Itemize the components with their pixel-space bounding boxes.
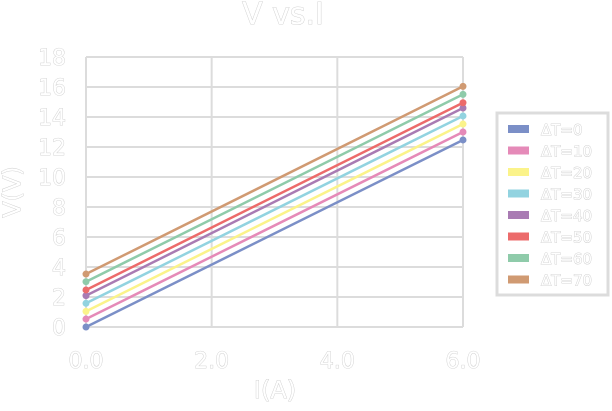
- legend-swatch: [508, 211, 529, 219]
- legend-label: ΔT=10: [541, 143, 592, 161]
- y-tick-label: 16: [38, 76, 66, 101]
- legend-label: ΔT=50: [541, 229, 592, 247]
- legend-swatch: [508, 125, 529, 133]
- data-point: [82, 292, 90, 300]
- chart-title: V vs.I: [242, 0, 324, 32]
- data-point: [82, 278, 90, 286]
- legend: ΔT=0 ΔT=10 ΔT=20 ΔT=30 ΔT=40 ΔT=50 ΔT=60 ΔT=70: [495, 111, 610, 297]
- legend-swatch: [508, 254, 529, 262]
- data-point: [459, 128, 467, 136]
- x-axis-label: I(A): [254, 376, 296, 404]
- legend-label: ΔT=0: [541, 121, 583, 139]
- series-line: [85, 85, 464, 276]
- y-tick-label: 6: [52, 226, 66, 251]
- legend-label: ΔT=70: [541, 272, 592, 290]
- legend-swatch: [508, 146, 529, 155]
- y-tick-label: 14: [38, 106, 66, 131]
- x-tick-label: 0.0: [69, 349, 104, 374]
- y-tick-label: 12: [38, 136, 66, 161]
- legend-box: [495, 111, 610, 297]
- data-point: [459, 99, 467, 107]
- series-line: [85, 106, 464, 297]
- data-point: [459, 104, 467, 112]
- legend-swatch: [508, 189, 529, 198]
- data-point: [459, 120, 467, 128]
- series-line: [85, 138, 464, 329]
- series-line: [85, 114, 464, 305]
- legend-label: ΔT=30: [541, 186, 592, 204]
- legend-swatch: [508, 168, 529, 176]
- data-point: [82, 315, 90, 323]
- legend-label: ΔT=60: [541, 250, 592, 268]
- series-line: [85, 93, 464, 283]
- y-tick-label: 0: [52, 316, 66, 341]
- data-point: [459, 136, 467, 144]
- data-point: [82, 323, 90, 331]
- data-point: [82, 307, 90, 315]
- y-tick-label: 18: [38, 46, 66, 71]
- y-tick-label: 4: [52, 256, 66, 281]
- data-point: [82, 270, 90, 278]
- legend-swatch: [508, 232, 529, 241]
- y-axis-label: V(V): [0, 166, 26, 218]
- data-point: [82, 286, 90, 294]
- data-point: [459, 112, 467, 120]
- series-lines: [82, 82, 467, 331]
- series-line: [85, 122, 464, 313]
- series-line: [85, 130, 464, 321]
- legend-label: ΔT=40: [541, 207, 592, 225]
- ticks: 0 2 4 6 8 10 12 14 16 18 0.0 2.0 4.0 6.0: [38, 46, 481, 375]
- data-point: [459, 82, 467, 90]
- y-tick-label: 10: [38, 166, 66, 191]
- y-tick-label: 8: [52, 196, 66, 221]
- data-point: [459, 90, 467, 98]
- x-tick-label: 4.0: [320, 349, 355, 374]
- grid: [85, 56, 464, 328]
- legend-label: ΔT=20: [541, 164, 592, 182]
- y-tick-label: 2: [52, 286, 66, 311]
- x-tick-label: 6.0: [446, 349, 481, 374]
- legend-swatch: [508, 275, 529, 284]
- x-tick-label: 2.0: [194, 349, 229, 374]
- data-point: [82, 299, 90, 307]
- series-line: [85, 101, 464, 292]
